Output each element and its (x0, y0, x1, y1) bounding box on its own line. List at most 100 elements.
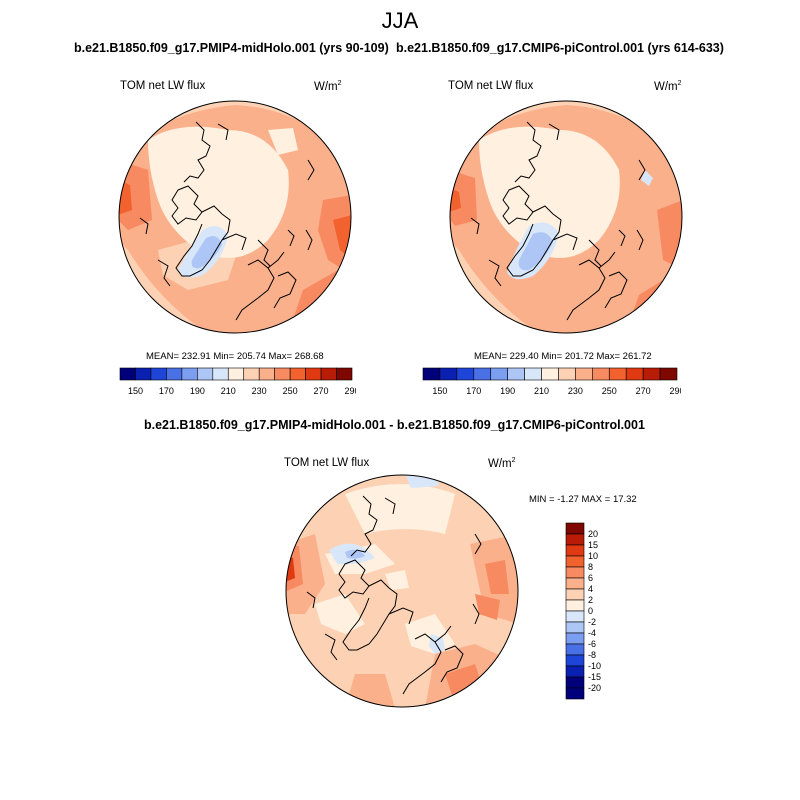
colorbar-tick-label: -8 (588, 650, 596, 660)
colorbar-swatch (558, 367, 576, 381)
colorbar-swatch (565, 643, 585, 656)
colorbar-swatch (490, 367, 508, 381)
colorbar-tick-label: 10 (588, 551, 598, 561)
panel-1-colorbar: 150 170 190 210 230 250 270 290 (119, 367, 356, 396)
colorbar-swatch (150, 367, 167, 381)
colorbar-tick-label: 250 (283, 386, 298, 396)
colorbar-swatch (565, 654, 585, 667)
panel-2-subtitle: b.e21.B1850.f09_g17.CMIP6-piControl.001 … (396, 41, 724, 55)
panel-2-colorbar: 150 170 190 210 230 250 270 290 (422, 367, 681, 396)
colorbar-tick-label: -6 (588, 639, 596, 649)
colorbar-tick-label: 8 (588, 562, 593, 572)
colorbar-swatch (565, 544, 585, 557)
colorbar-swatch (524, 367, 542, 381)
panel-2-colorbar-swatches (422, 367, 678, 381)
colorbar-swatch (642, 367, 661, 381)
diff-subtitle: b.e21.B1850.f09_g17.PMIP4-midHolo.001 - … (144, 418, 645, 432)
colorbar-tick-label: -10 (588, 661, 601, 671)
colorbar-swatch (212, 367, 229, 381)
colorbar-swatch (181, 367, 198, 381)
colorbar-tick-label: 170 (466, 386, 481, 396)
panel-2-polar-map (449, 100, 683, 334)
colorbar-tick-label: 290 (344, 386, 356, 396)
colorbar-swatch (625, 367, 644, 381)
colorbar-swatch (473, 367, 492, 381)
colorbar-swatch (565, 687, 585, 700)
colorbar-swatch (258, 367, 275, 381)
colorbar-tick-label: -20 (588, 683, 601, 693)
colorbar-swatch (507, 367, 525, 381)
colorbar-swatch (166, 367, 183, 381)
colorbar-swatch (243, 367, 260, 381)
colorbar-swatch (565, 610, 585, 623)
panel-2-stats: MEAN= 229.40 Min= 201.72 Max= 261.72 (474, 351, 652, 362)
colorbar-swatch (659, 367, 678, 381)
colorbar-tick-label: 230 (568, 386, 583, 396)
colorbar-swatch (289, 367, 306, 381)
colorbar-tick-label: 2 (588, 595, 593, 605)
colorbar-tick-label: 20 (588, 529, 598, 539)
diff-variable-label: TOM net LW flux (284, 457, 370, 469)
diff-polar-map (285, 474, 519, 708)
colorbar-tick-label: 150 (432, 386, 447, 396)
diff-min-max-stats: MIN = -1.27 MAX = 17.32 (529, 494, 637, 505)
panel-2-variable-label: TOM net LW flux (448, 80, 534, 92)
panel-1-variable-label: TOM net LW flux (120, 80, 206, 92)
colorbar-tick-label: 230 (252, 386, 267, 396)
colorbar-tick-label: 210 (534, 386, 549, 396)
colorbar-tick-label: 150 (128, 386, 143, 396)
figure-title: JJA (381, 8, 419, 33)
colorbar-swatch (592, 367, 610, 381)
colorbar-swatch (608, 367, 627, 381)
colorbar-swatch (565, 621, 585, 634)
colorbar-swatch (575, 367, 593, 381)
colorbar-swatch (565, 676, 585, 689)
colorbar-swatch (541, 367, 559, 381)
colorbar-tick-label: 250 (602, 386, 617, 396)
colorbar-tick-label: 270 (314, 386, 329, 396)
colorbar-swatch (565, 632, 585, 645)
colorbar-tick-label: 270 (636, 386, 651, 396)
colorbar-swatch (565, 599, 585, 612)
colorbar-swatch (422, 367, 441, 381)
colorbar-swatch (336, 367, 353, 381)
colorbar-swatch (565, 566, 585, 579)
colorbar-tick-label: 4 (588, 584, 593, 594)
colorbar-swatch (439, 367, 458, 381)
colorbar-swatch (565, 555, 585, 568)
colorbar-swatch (565, 522, 585, 535)
panel-1-unit-label: W/m2 (314, 80, 342, 93)
diff-colorbar-swatches (565, 522, 585, 700)
colorbar-tick-label: 170 (159, 386, 174, 396)
colorbar-swatch (565, 665, 585, 678)
colorbar-tick-label: 15 (588, 540, 598, 550)
colorbar-swatch (227, 367, 245, 381)
colorbar-tick-label: 0 (588, 606, 593, 616)
colorbar-swatch (119, 367, 136, 381)
panel-1-colorbar-swatches (119, 367, 353, 381)
panel-1-polar-map (118, 100, 352, 334)
colorbar-swatch (565, 533, 585, 546)
colorbar-swatch (197, 367, 214, 381)
colorbar-swatch (565, 588, 585, 601)
colorbar-swatch (274, 367, 291, 381)
colorbar-swatch (320, 367, 337, 381)
colorbar-tick-label: 6 (588, 573, 593, 583)
panel-1-subtitle: b.e21.B1850.f09_g17.PMIP4-midHolo.001 (y… (74, 41, 389, 55)
colorbar-tick-label: 190 (190, 386, 205, 396)
colorbar-tick-label: 210 (221, 386, 236, 396)
panel-2-unit-label: W/m2 (654, 80, 682, 93)
colorbar-swatch (135, 367, 152, 381)
colorbar-tick-label: -4 (588, 628, 596, 638)
panel-2-colorbar-labels: 150 170 190 210 230 250 270 290 (432, 386, 681, 396)
colorbar-swatch (305, 367, 322, 381)
colorbar-tick-label: 290 (669, 386, 681, 396)
colorbar-tick-label: 190 (500, 386, 515, 396)
colorbar-tick-label: -15 (588, 672, 601, 682)
panel-1-colorbar-labels: 150 170 190 210 230 250 270 290 (128, 386, 356, 396)
colorbar-swatch (565, 577, 585, 590)
diff-unit-label: W/m2 (488, 457, 516, 470)
panel-1-stats: MEAN= 232.91 Min= 205.74 Max= 268.68 (146, 351, 324, 362)
